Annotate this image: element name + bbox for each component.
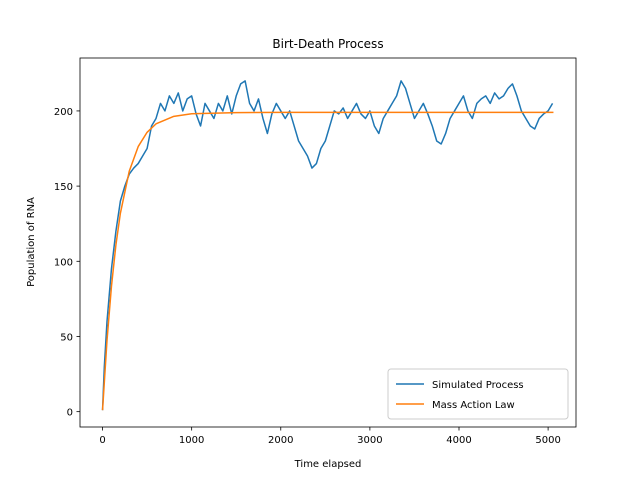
x-axis-label: Time elapsed xyxy=(294,459,362,470)
y-tick-label: 100 xyxy=(54,257,73,268)
y-tick-label: 150 xyxy=(54,182,73,193)
data-line xyxy=(101,111,554,411)
y-axis-label: Population of RNA xyxy=(26,197,37,287)
x-tick-label: 5000 xyxy=(535,435,560,446)
data-line xyxy=(101,80,554,411)
legend-label: Simulated Process xyxy=(432,380,524,391)
legend: Simulated Process Mass Action Law xyxy=(387,368,569,420)
chart-title: Birt-Death Process xyxy=(272,37,383,51)
y-tick-label: 50 xyxy=(60,332,73,343)
plot-frame xyxy=(79,57,577,428)
x-tick-label: 1000 xyxy=(179,435,204,446)
legend-label: Mass Action Law xyxy=(432,400,515,411)
x-tick-label: 0 xyxy=(99,435,105,446)
y-tick-label: 200 xyxy=(54,107,73,118)
y-tick-label: 0 xyxy=(67,408,73,419)
legend-box xyxy=(387,368,569,420)
x-tick-label: 2000 xyxy=(268,435,293,446)
x-tick-label: 3000 xyxy=(357,435,382,446)
x-tick-label: 4000 xyxy=(446,435,471,446)
